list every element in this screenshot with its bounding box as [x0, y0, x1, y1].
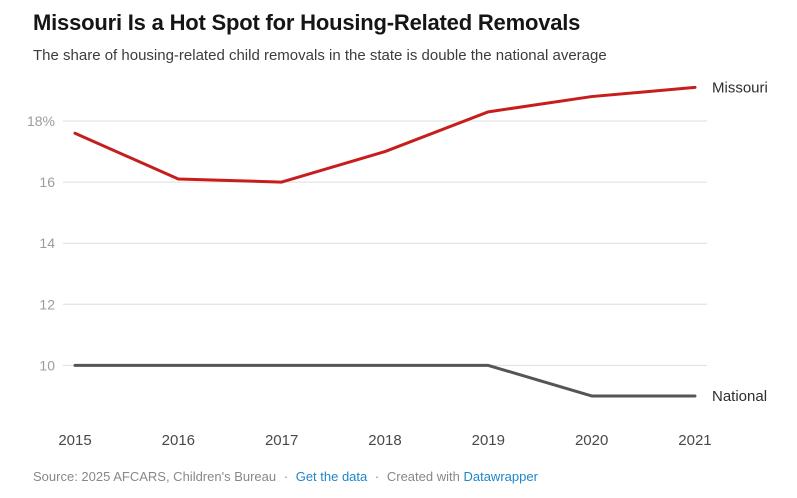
- datawrapper-link[interactable]: Datawrapper: [463, 469, 538, 484]
- created-with-text: Created with: [386, 469, 460, 484]
- page-subtitle: The share of housing-related child remov…: [33, 47, 607, 65]
- footer-separator: ·: [374, 469, 380, 484]
- chart-footer: Source: 2025 AFCARS, Children's Bureau ·…: [33, 469, 538, 484]
- y-axis-tick-label: 10: [39, 357, 55, 373]
- x-axis-tick-label: 2018: [368, 432, 401, 449]
- x-axis-tick-label: 2015: [58, 432, 91, 449]
- y-axis-tick-label: 18%: [27, 113, 55, 129]
- series-label-missouri: Missouri: [712, 80, 768, 96]
- y-axis-tick-label: 12: [39, 296, 55, 312]
- page-title: Missouri Is a Hot Spot for Housing-Relat…: [33, 10, 581, 35]
- chart-header: Missouri Is a Hot Spot for Housing-Relat…: [33, 10, 763, 66]
- x-axis-tick-label: 2021: [678, 432, 711, 449]
- line-chart: 18% 16 14 12 10 2015 2016 2017 2018 2019 2020 2021 M…: [27, 80, 768, 449]
- source-text: Source: 2025 AFCARS, Children's Bureau: [33, 469, 277, 484]
- x-axis-tick-label: 2019: [472, 432, 505, 449]
- y-axis-tick-label: 14: [39, 235, 55, 251]
- footer-separator: ·: [283, 469, 289, 484]
- x-axis-tick-label: 2017: [265, 432, 298, 449]
- series-line-missouri: [73, 85, 697, 184]
- x-axis-tick-label: 2020: [575, 432, 608, 449]
- get-the-data-link[interactable]: Get the data: [295, 469, 368, 484]
- series-label-national: National: [712, 388, 767, 405]
- series-line-national: [73, 363, 697, 398]
- y-axis-tick-label: 16: [39, 174, 55, 190]
- x-axis-tick-label: 2016: [162, 432, 195, 449]
